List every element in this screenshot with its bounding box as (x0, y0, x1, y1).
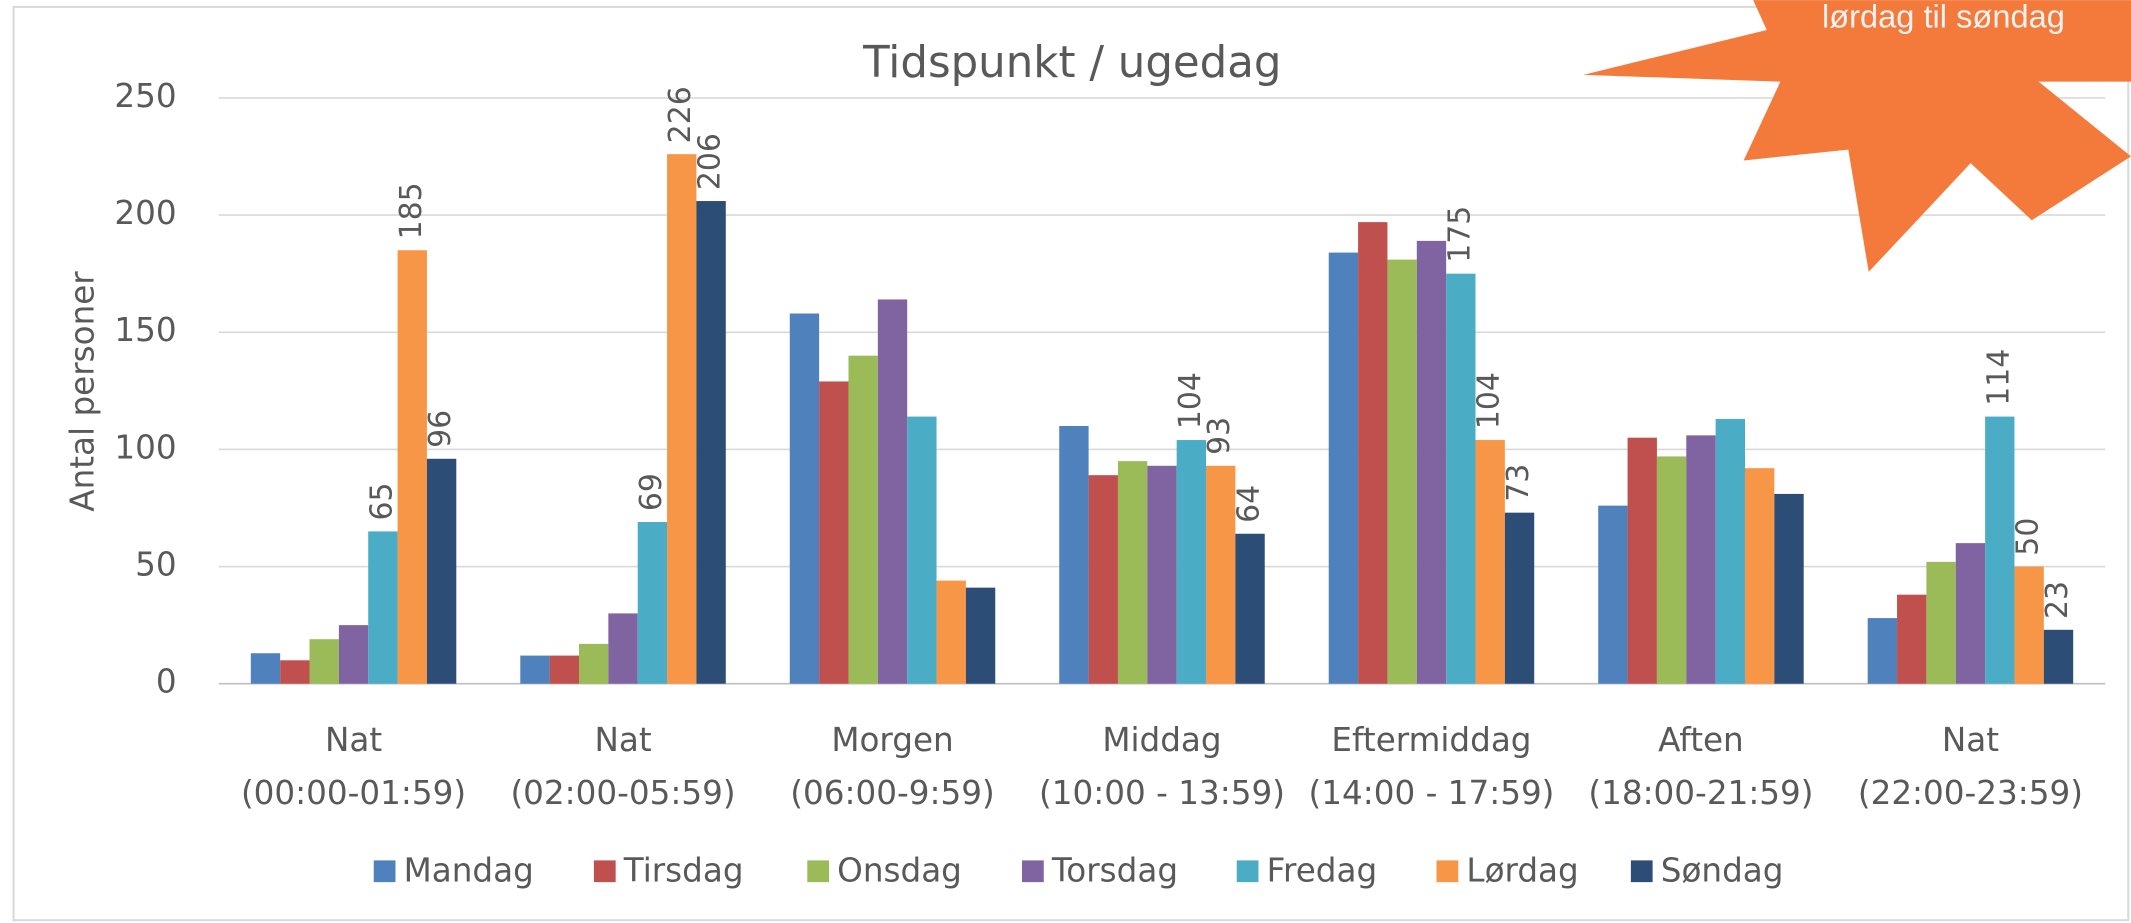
legend-swatch (807, 860, 829, 882)
y-axis-title: Antal personer (63, 271, 101, 512)
x-tick-label: (00:00-01:59) (241, 774, 466, 812)
bar (937, 581, 966, 684)
bar (310, 639, 339, 684)
legend-label: Torsdag (1051, 852, 1178, 890)
bar (1926, 562, 1955, 684)
legend-swatch (1022, 860, 1044, 882)
bar (1956, 543, 1985, 684)
bar (966, 588, 995, 684)
data-label: 175 (1442, 206, 1477, 263)
bar (1598, 506, 1627, 684)
bar (608, 613, 637, 683)
bar (339, 625, 368, 684)
bar (1089, 475, 1118, 684)
data-label: 23 (2040, 581, 2075, 619)
bar (819, 381, 848, 683)
x-tick-label: Aften (1658, 721, 1744, 759)
data-label: 96 (423, 410, 458, 448)
bar (1897, 595, 1926, 684)
bar (1657, 456, 1686, 683)
data-label: 114 (1981, 349, 2016, 406)
x-tick-label: (10:00 - 13:59) (1039, 774, 1285, 812)
x-tick-label: (14:00 - 17:59) (1309, 774, 1555, 812)
bar (907, 417, 936, 684)
bar (1177, 440, 1206, 684)
x-tick-label: (22:00-23:59) (1858, 774, 2083, 812)
x-tick-label: (02:00-05:59) (510, 774, 735, 812)
legend-label: Søndag (1661, 852, 1784, 890)
bar (1774, 494, 1803, 684)
bar (1446, 274, 1475, 684)
data-label: 206 (693, 133, 728, 190)
bar (1118, 461, 1147, 684)
chart: Tidspunkt / ugedag Antal personer 0 50 100… (0, 0, 2131, 923)
legend-swatch (594, 860, 616, 882)
bar (1147, 466, 1176, 684)
x-tick-label: Nat (594, 721, 651, 759)
data-label: 50 (2011, 518, 2046, 556)
x-tick-label: (18:00-21:59) (1588, 774, 1813, 812)
data-label: 69 (634, 473, 669, 511)
bar (1628, 438, 1657, 684)
y-tick-label: 150 (114, 311, 176, 349)
legend-label: Onsdag (837, 852, 962, 890)
legend-swatch (1437, 860, 1459, 882)
bar (427, 459, 456, 684)
legend-label: Fredag (1267, 852, 1378, 890)
data-label: 64 (1232, 485, 1267, 523)
data-label: 93 (1202, 417, 1237, 455)
chart-title: Tidspunkt / ugedag (862, 38, 1281, 88)
x-tick-label: Nat (325, 721, 382, 759)
legend-label: Lørdag (1466, 852, 1578, 890)
legend-label: Mandag (404, 852, 534, 890)
bar (1387, 260, 1416, 684)
bar (1745, 468, 1774, 684)
bar (1417, 241, 1446, 684)
bar (1505, 513, 1534, 684)
annotation: lørdag til søndag (1822, 0, 2065, 35)
bar (579, 644, 608, 684)
page: Tidspunkt / ugedag Antal personer 0 50 100… (0, 0, 2131, 923)
bar (878, 299, 907, 683)
bar (1358, 222, 1387, 684)
y-tick-label: 50 (135, 546, 177, 584)
x-tick-label: Morgen (831, 721, 953, 759)
bar (520, 656, 549, 684)
legend-label: Tirsdag (623, 852, 744, 890)
bar (1235, 534, 1264, 684)
bar (251, 653, 280, 683)
legend-swatch (374, 860, 396, 882)
bar (667, 154, 696, 684)
bar (1868, 618, 1897, 684)
bar (280, 660, 309, 683)
legend-swatch (1237, 860, 1259, 882)
bar (1686, 435, 1715, 683)
bar (1716, 419, 1745, 684)
y-tick-label: 200 (114, 194, 176, 232)
data-label: 104 (1472, 372, 1507, 429)
bar (638, 522, 667, 684)
x-tick-label: Middag (1102, 721, 1221, 759)
bar (398, 250, 427, 683)
data-label: 73 (1501, 464, 1536, 502)
data-label: 185 (394, 182, 429, 239)
bar (848, 356, 877, 684)
y-tick-label: 250 (114, 77, 176, 115)
x-tick-label: Eftermiddag (1331, 721, 1531, 759)
bar (1059, 426, 1088, 684)
data-label: 65 (364, 483, 399, 521)
bar (790, 314, 819, 684)
y-tick-label: 100 (114, 428, 176, 466)
legend-swatch (1631, 860, 1653, 882)
bar (696, 201, 725, 684)
x-tick-label: (06:00-9:59) (790, 774, 994, 812)
bar (368, 531, 397, 683)
y-tick-label: 0 (156, 663, 177, 701)
x-tick-label: Nat (1942, 721, 1999, 759)
bar (550, 656, 579, 684)
bar (1329, 253, 1358, 684)
bar (2044, 630, 2073, 684)
